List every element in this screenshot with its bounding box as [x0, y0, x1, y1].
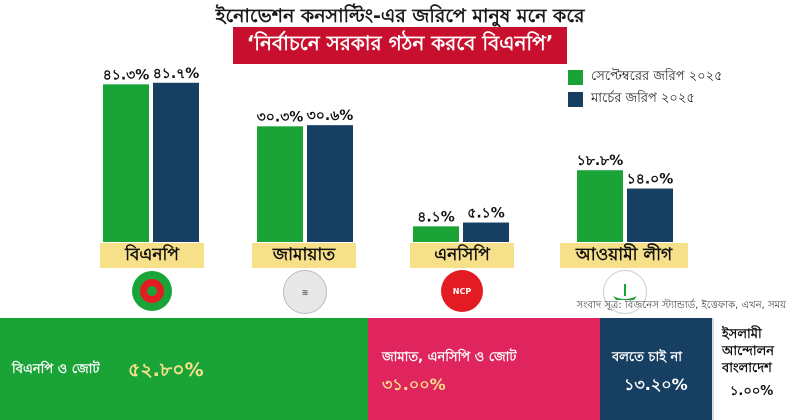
summary-panel-dont-know: বলতে চাই না ১৩.২০% — [600, 318, 712, 420]
data-label-bnp-september: ৪১.৩% — [103, 67, 150, 83]
data-label-jamaat-march: ৩০.৬% — [307, 108, 354, 124]
bnp-logo — [131, 270, 173, 312]
boat-icon — [613, 284, 637, 300]
category-label-ncp: এনসিপি — [410, 243, 514, 268]
bar-awami-league-september — [577, 170, 623, 242]
summary-text-islami-andolon: ইসলামী আন্দোলন বাংলাদেশ — [722, 327, 775, 376]
summary-text-jamaat-ncp: জামাত, এনসিপি ও জোট — [382, 350, 517, 365]
bar-bnp-march — [153, 82, 199, 242]
legend-item-september: সেপ্টেম্বরের জরিপ ২০২৫ — [568, 66, 723, 88]
bar-ncp-march — [463, 222, 509, 242]
ncp-logo-text: NCP — [452, 286, 472, 296]
bar-awami-league-march — [627, 188, 673, 242]
bar-jamaat-march — [307, 125, 353, 242]
bar-ncp-september — [413, 226, 459, 242]
data-label-ncp-september: ৪.১% — [417, 209, 455, 225]
category-label-awami-league: আওয়ামী লীগ — [560, 243, 688, 268]
bnp-logo-icon — [132, 271, 172, 311]
category-label-bnp: বিএনপি — [100, 243, 204, 268]
legend-swatch-march — [568, 91, 583, 107]
summary-value-islami-andolon: ১.০০% — [730, 384, 774, 399]
legend-label-september: সেপ্টেম্বরের জরিপ ২০২৫ — [591, 68, 723, 84]
data-label-bnp-march: ৪১.৭% — [153, 66, 200, 82]
data-label-jamaat-september: ৩০.৩% — [257, 109, 304, 125]
source-note: সংবাদ সূত্র: বিজনেস স্ট্যান্ডার্ড, ইত্তে… — [576, 300, 786, 311]
legend-label-march: মার্চের জরিপ ২০২৫ — [591, 90, 695, 106]
legend-item-march: মার্চের জরিপ ২০২৫ — [568, 88, 723, 110]
summary-value-jamaat-ncp: ৩১.০০% — [382, 375, 446, 394]
data-label-awami-league-march: ১৪.০% — [627, 172, 674, 188]
summary-panel-islami-andolon: ইসলামী আন্দোলন বাংলাদেশ ১.০০% — [712, 318, 800, 420]
data-label-ncp-march: ৫.১% — [467, 206, 505, 222]
jamaat-logo: ≋ — [283, 270, 327, 314]
bar-jamaat-september — [257, 126, 303, 242]
bar-bnp-september — [103, 84, 149, 243]
summary-panel-bnp: বিএনপি ও জোট ৫২.৮০% — [0, 318, 368, 420]
jamaat-logo-icon: ≋ — [301, 287, 309, 297]
summary-text-bnp: বিএনপি ও জোট — [12, 362, 100, 377]
summary-panel-jamaat-ncp: জামাত, এনসিপি ও জোট ৩১.০০% — [368, 318, 600, 420]
summary-value-dont-know: ১৩.২০% — [624, 375, 688, 394]
ncp-logo: NCP — [441, 270, 483, 312]
legend-swatch-september — [568, 69, 583, 85]
category-label-jamaat: জামায়াত — [252, 243, 356, 268]
summary-value-bnp: ৫২.৮০% — [128, 359, 204, 381]
summary-text-dont-know: বলতে চাই না — [612, 350, 683, 365]
chart-subtitle: ‘নির্বাচনে সরকার গঠন করবে বিএনপি’ — [232, 27, 568, 64]
awami-league-logo — [603, 270, 647, 314]
legend: সেপ্টেম্বরের জরিপ ২০২৫ মার্চের জরিপ ২০২৫ — [568, 66, 723, 110]
chart-title: ইনোভেশন কনসাল্টিং-এর জরিপে মানুষ মনে করে — [215, 5, 585, 27]
bar-chart: ৪১.৩% ৪১.৭% ৩০.৩% ৩০.৬% ৪.১% ৫.১% ১৮.৮%১৪.০% — [103, 66, 674, 243]
data-label-awami-league-september: ১৮.৮% — [577, 153, 624, 169]
